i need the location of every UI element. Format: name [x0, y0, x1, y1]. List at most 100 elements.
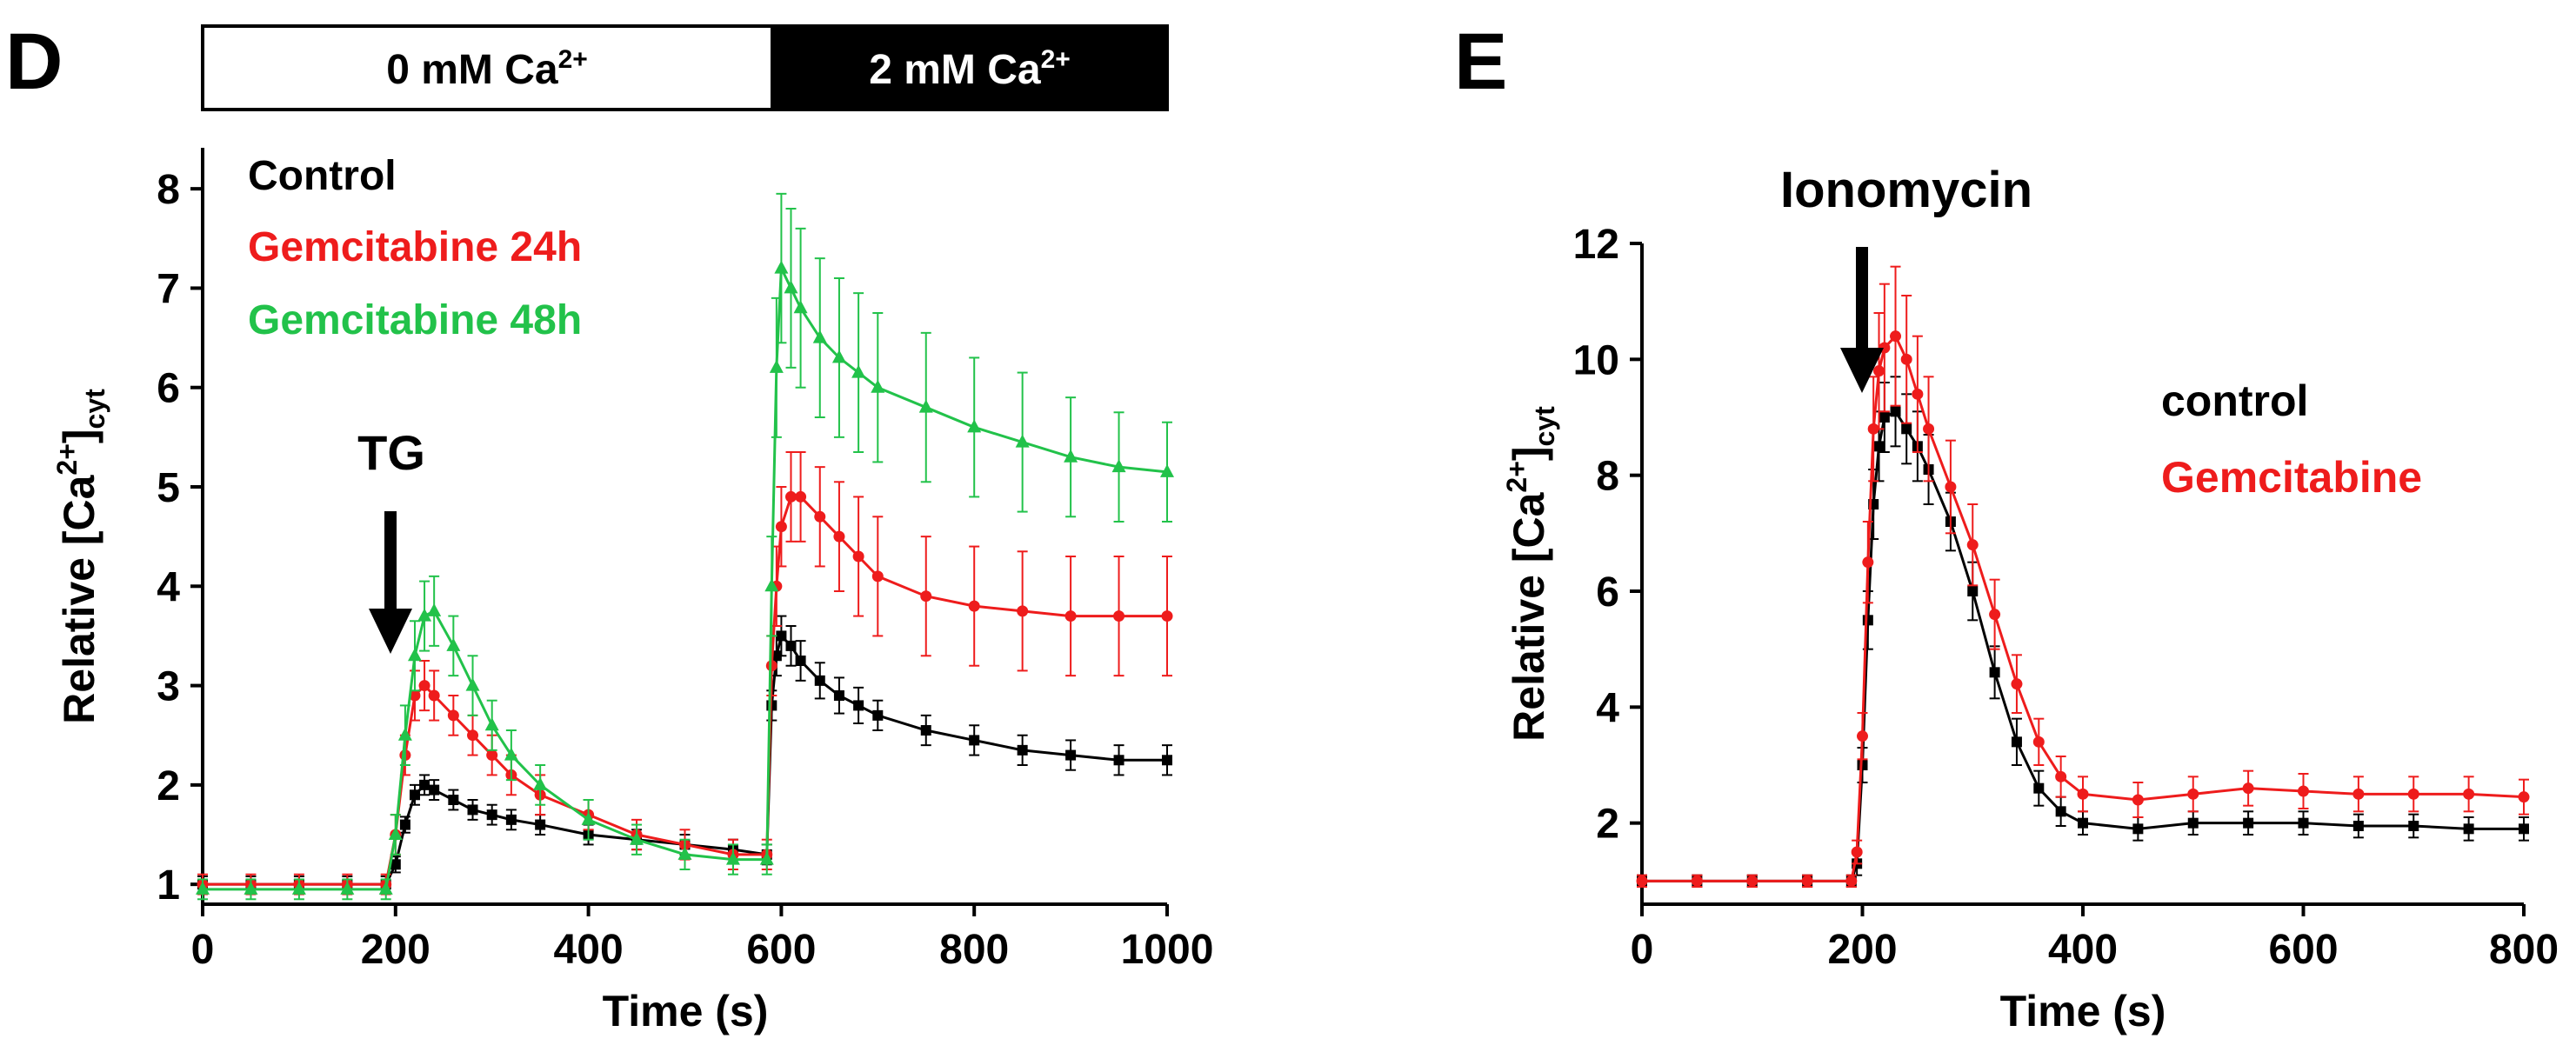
data-point: [1746, 875, 1758, 887]
data-point: [2463, 788, 2475, 800]
data-point: [2187, 817, 2199, 829]
x-tick-label: 400: [554, 927, 624, 973]
x-axis-label: Time (s): [2000, 987, 2166, 1035]
data-point: [465, 677, 480, 691]
y-tick-label: 6: [1596, 569, 1619, 616]
y-tick-label: 8: [1596, 454, 1619, 500]
ticks-d: 0 200 400 600 800 1000 1 2 3 4 5 6 7 8: [157, 167, 1213, 973]
data-point: [244, 881, 258, 895]
x-tick-label: 0: [1631, 927, 1654, 973]
data-point: [446, 637, 461, 651]
y-tick-label: 5: [157, 465, 180, 511]
data-point: [1113, 755, 1124, 766]
legend-entry-gemcitabine-48h: Gemcitabine 48h: [248, 297, 582, 343]
legend-entry-gemcitabine-24h: Gemcitabine 24h: [248, 224, 582, 270]
data-point: [196, 881, 210, 895]
tg-annotation: TG: [357, 425, 425, 480]
data-point: [725, 851, 740, 865]
data-point: [872, 709, 884, 721]
y-tick-label: 12: [1573, 222, 1619, 268]
series-e: [1636, 265, 2530, 888]
data-point: [2407, 788, 2419, 800]
legend-d: Control Gemcitabine 24h Gemcitabine 48h: [248, 153, 582, 343]
y-tick-label: 4: [1596, 685, 1619, 731]
data-point: [833, 530, 845, 543]
x-axis-label: Time (s): [603, 987, 769, 1035]
data-point: [1989, 609, 2001, 621]
x-tick-label: 600: [2268, 927, 2338, 973]
data-point: [409, 689, 421, 702]
ionomycin-arrow: [1840, 247, 1884, 393]
data-point: [2077, 788, 2089, 800]
data-point: [1015, 434, 1030, 448]
data-point: [427, 603, 442, 616]
data-point: [419, 779, 430, 790]
y-tick-label: 2: [1596, 802, 1619, 848]
data-point: [388, 827, 403, 840]
data-point: [2243, 817, 2254, 829]
data-point: [2132, 794, 2144, 806]
data-point: [852, 550, 864, 563]
data-point: [1851, 846, 1863, 858]
data-point: [2055, 770, 2067, 782]
condition-bar-2mm-segment: [771, 24, 1169, 111]
data-point: [409, 789, 420, 801]
data-point: [1967, 586, 1979, 596]
data-point: [2132, 823, 2144, 835]
data-point: [1017, 605, 1029, 617]
data-point: [486, 809, 497, 821]
data-point: [1017, 744, 1028, 756]
y-tick-label: 10: [1573, 337, 1619, 383]
data-point: [1890, 330, 1902, 343]
data-point: [2352, 821, 2364, 831]
data-point: [448, 795, 459, 805]
data-point: [535, 819, 546, 830]
data-point: [291, 881, 306, 895]
data-point: [968, 600, 980, 612]
data-point: [920, 590, 932, 603]
data-point: [1113, 610, 1125, 623]
series-gemcitabine-24h: [197, 451, 1173, 896]
tg-arrow: [369, 511, 412, 654]
data-point: [1845, 875, 1858, 887]
y-tick-label: 2: [157, 763, 180, 809]
data-point: [853, 700, 864, 711]
data-point: [2298, 817, 2309, 829]
data-point: [428, 689, 440, 702]
y-tick-label: 7: [157, 266, 180, 312]
data-point: [1989, 667, 2000, 678]
data-point: [795, 656, 806, 666]
data-point: [1161, 610, 1173, 623]
data-point: [1111, 459, 1126, 473]
data-point: [1873, 365, 1885, 377]
data-point: [1801, 875, 1813, 887]
legend-e: control Gemcitabine: [2161, 376, 2422, 502]
data-point: [1862, 615, 1873, 626]
data-point: [486, 749, 498, 762]
data-point: [775, 521, 787, 533]
condition-bar-0mm-segment: [201, 24, 774, 111]
data-point: [2055, 806, 2066, 817]
data-point: [581, 811, 596, 825]
ticks-e: 0 200 400 600 800 2 4 6 8 10 12: [1573, 222, 2559, 973]
data-point: [967, 419, 982, 433]
data-point: [417, 608, 432, 622]
y-axis-label: Relative [Ca2+]cyt: [51, 389, 110, 724]
y-tick-label: 6: [157, 366, 180, 412]
y-tick-label: 3: [157, 664, 180, 710]
data-point: [407, 648, 422, 662]
data-point: [776, 630, 787, 642]
data-point: [769, 359, 784, 373]
data-point: [764, 578, 779, 592]
panel-e: E 0 200 400 600 800 2 4 6 8 10 12 Relative [Ca2+]c…: [1454, 17, 2559, 1035]
data-point: [504, 747, 518, 761]
x-tick-label: 0: [191, 927, 215, 973]
data-point: [1966, 539, 1979, 551]
data-point: [1912, 388, 1924, 400]
data-point: [1890, 406, 1901, 417]
data-point: [871, 379, 885, 393]
data-point: [1900, 353, 1912, 365]
data-point: [1867, 423, 1879, 435]
data-point: [814, 675, 825, 686]
data-point: [447, 709, 459, 722]
